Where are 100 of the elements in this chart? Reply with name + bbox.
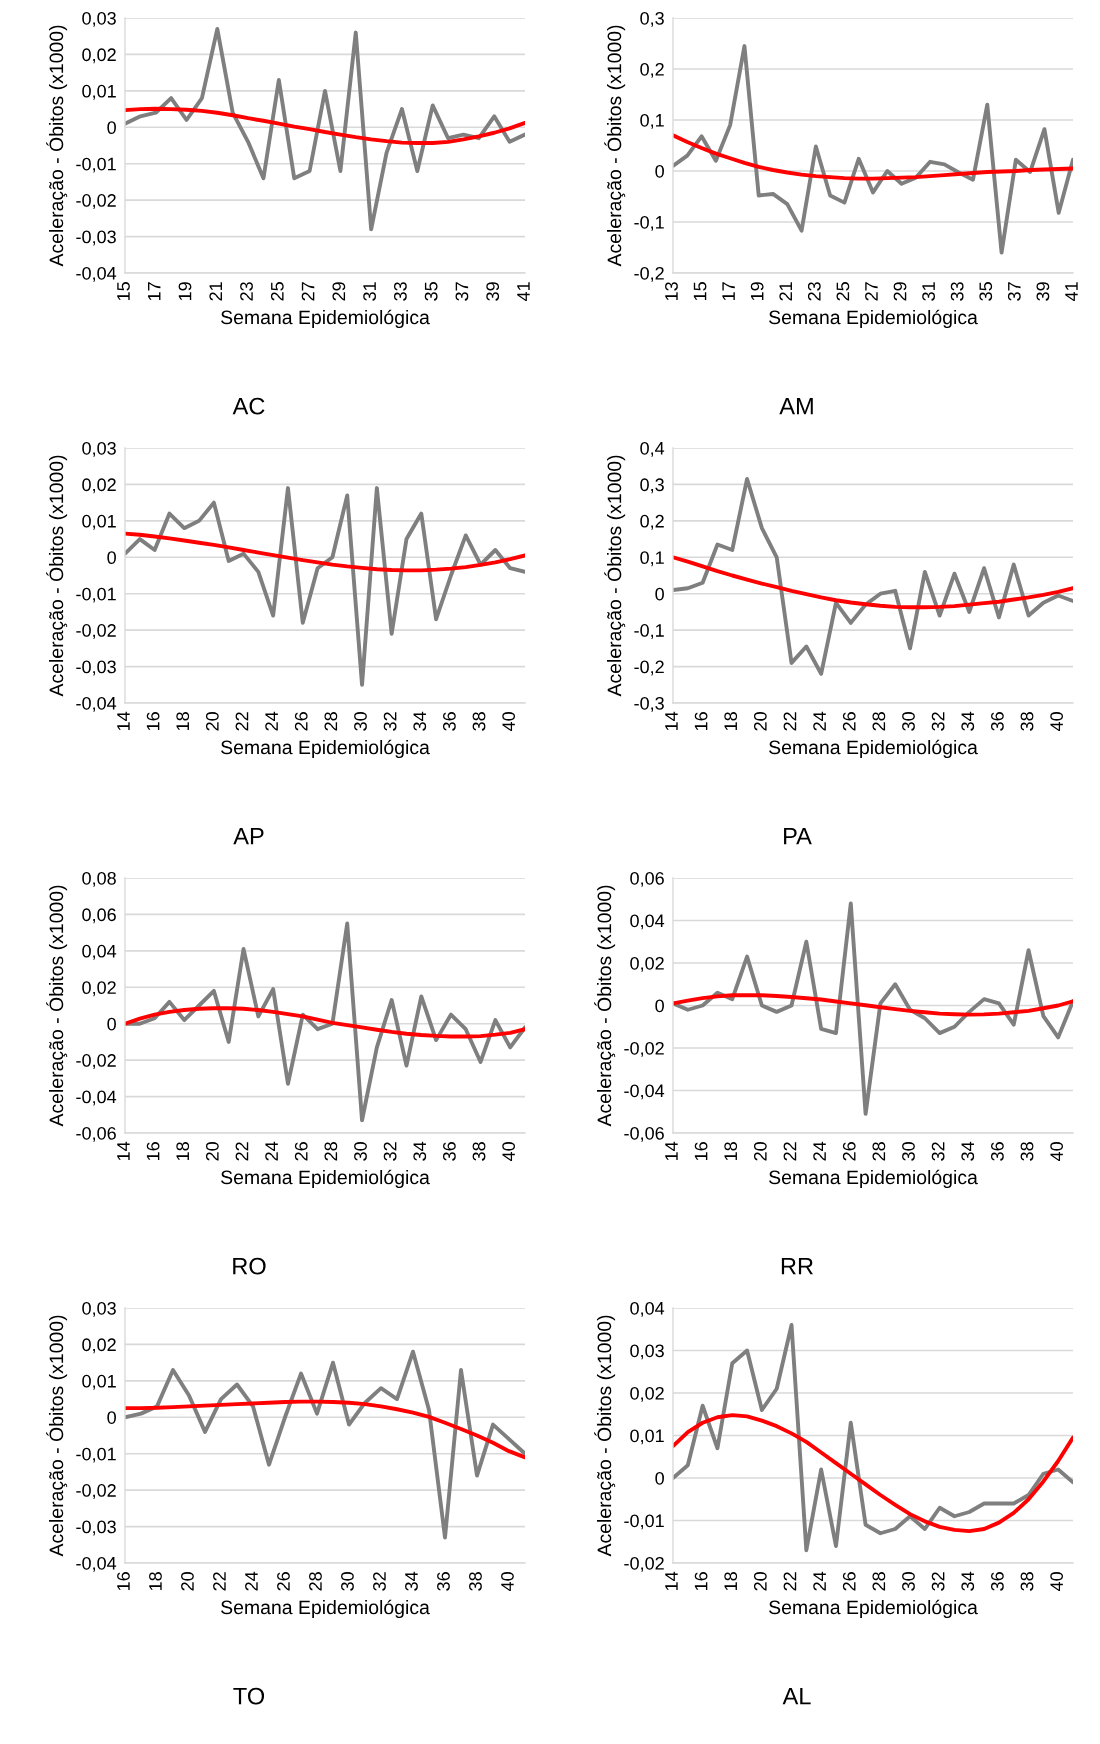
x-tick-label: 30 bbox=[902, 1142, 915, 1161]
x-tick-label: 24 bbox=[813, 1571, 826, 1591]
x-tick-label: 16 bbox=[117, 1572, 130, 1591]
x-tick-label: 24 bbox=[813, 711, 826, 731]
x-tick-label: 41 bbox=[1065, 282, 1078, 301]
y-tick-label: -0,02 bbox=[76, 624, 116, 639]
y-tick-label: 0,01 bbox=[82, 514, 116, 530]
x-tick-label: 28 bbox=[872, 1572, 886, 1591]
y-axis-title: Aceleração - Óbitos (x1000) bbox=[46, 25, 68, 267]
y-tick-label: -0,01 bbox=[76, 1447, 116, 1463]
x-tick-label: 28 bbox=[872, 1142, 886, 1161]
x-tick-label: 14 bbox=[665, 1571, 678, 1591]
x-axis-title: Semana Epidemiológica bbox=[221, 739, 430, 759]
x-tick-label: 22 bbox=[213, 1572, 226, 1591]
line-series bbox=[125, 26, 525, 232]
x-tick-label: 30 bbox=[354, 1142, 367, 1161]
x-tick-label: 16 bbox=[146, 1142, 160, 1161]
y-tick-label: -0,02 bbox=[76, 1054, 116, 1069]
x-tick-label: 26 bbox=[294, 1142, 308, 1161]
x-tick-label: 32 bbox=[383, 1142, 397, 1161]
line-series bbox=[673, 133, 1073, 181]
x-tick-label: 34 bbox=[961, 1141, 975, 1161]
y-tick-label: 0,1 bbox=[640, 113, 664, 129]
x-tick-label: 17 bbox=[148, 282, 161, 301]
x-tick-label: 34 bbox=[961, 711, 975, 731]
x-tick-label: 36 bbox=[990, 712, 1004, 731]
y-tick-label: 0,04 bbox=[630, 1301, 665, 1317]
y-tick-label: 0,06 bbox=[82, 908, 116, 924]
x-tick-label: 30 bbox=[902, 1572, 915, 1591]
x-tick-label: 31 bbox=[922, 282, 935, 301]
line-series bbox=[125, 531, 525, 573]
x-tick-label: 39 bbox=[1036, 282, 1050, 301]
x-tick-label: 22 bbox=[235, 1142, 249, 1161]
x-axis-title: Semana Epidemiológica bbox=[769, 1169, 978, 1189]
y-tick-label: 0,06 bbox=[630, 871, 664, 887]
y-tick-label: 0,02 bbox=[82, 478, 116, 494]
y-tick-label: 0,02 bbox=[82, 48, 116, 64]
x-tick-label: 19 bbox=[178, 282, 192, 301]
x-tick-label: 24 bbox=[265, 711, 278, 731]
y-tick-label: -0,2 bbox=[634, 266, 664, 282]
y-tick-label: 0,04 bbox=[630, 914, 665, 930]
x-tick-label: 34 bbox=[413, 1141, 427, 1161]
x-tick-label: 15 bbox=[117, 282, 130, 301]
x-tick-label: 40 bbox=[1050, 712, 1064, 731]
line-series bbox=[125, 106, 525, 145]
text: RO bbox=[233, 1257, 266, 1275]
y-axis-title: Aceleração - Óbitos (x1000) bbox=[46, 455, 68, 697]
y-tick-label: -0,04 bbox=[76, 1090, 117, 1106]
x-tick-label: 32 bbox=[383, 712, 397, 731]
x-tick-label: 29 bbox=[893, 282, 907, 301]
x-tick-label: 14 bbox=[117, 1141, 130, 1161]
y-tick-label: 0,02 bbox=[630, 1386, 664, 1402]
x-tick-label: 26 bbox=[842, 1142, 856, 1161]
y-tick-label: 0 bbox=[107, 1017, 116, 1031]
x-tick-label: 37 bbox=[1007, 282, 1021, 301]
x-axis-title: Semana Epidemiológica bbox=[769, 309, 978, 329]
x-tick-label: 16 bbox=[694, 1572, 708, 1591]
x-tick-label: 25 bbox=[270, 282, 284, 301]
y-tick-label: 0 bbox=[655, 587, 664, 601]
x-tick-label: 20 bbox=[205, 712, 219, 731]
x-tick-label: 18 bbox=[176, 712, 190, 731]
text: RR bbox=[781, 1258, 813, 1275]
x-tick-label: 20 bbox=[205, 1142, 219, 1161]
y-tick-label: 0 bbox=[655, 1471, 664, 1485]
x-tick-label: 36 bbox=[437, 1572, 450, 1591]
x-tick-label: 30 bbox=[902, 712, 915, 731]
x-tick-label: 26 bbox=[842, 712, 856, 731]
y-tick-label: 0,3 bbox=[640, 11, 664, 27]
x-axis-title: Semana Epidemiológica bbox=[769, 1599, 978, 1619]
y-tick-label: 0,2 bbox=[640, 62, 664, 78]
x-tick-label: 13 bbox=[665, 282, 678, 301]
x-tick-label: 23 bbox=[240, 282, 253, 301]
x-tick-label: 16 bbox=[694, 1142, 708, 1161]
x-tick-label: 20 bbox=[181, 1572, 194, 1591]
x-tick-label: 28 bbox=[324, 1142, 338, 1161]
x-tick-label: 15 bbox=[693, 282, 707, 301]
x-tick-label: 36 bbox=[990, 1142, 1004, 1161]
x-tick-label: 28 bbox=[324, 712, 338, 731]
y-tick-label: -0,01 bbox=[76, 587, 116, 603]
y-tick-label: 0,03 bbox=[82, 1301, 116, 1317]
x-tick-label: 36 bbox=[990, 1572, 1004, 1591]
x-tick-label: 40 bbox=[1050, 1572, 1064, 1591]
x-tick-label: 36 bbox=[442, 1142, 456, 1161]
x-tick-label: 38 bbox=[472, 1142, 486, 1161]
x-tick-label: 34 bbox=[961, 1571, 975, 1591]
y-tick-label: 0 bbox=[107, 551, 116, 565]
y-axis-title: Aceleração - Óbitos (x1000) bbox=[594, 885, 616, 1127]
x-tick-label: 18 bbox=[724, 1572, 738, 1591]
text: PA bbox=[784, 828, 812, 845]
line-series bbox=[125, 921, 525, 1123]
y-tick-label: -0,03 bbox=[76, 1520, 116, 1536]
y-tick-label: 0,02 bbox=[82, 1338, 116, 1354]
y-tick-label: 0 bbox=[655, 164, 664, 178]
line-series bbox=[125, 1399, 525, 1460]
y-tick-label: -0,06 bbox=[624, 1126, 664, 1142]
y-tick-label: -0,04 bbox=[76, 266, 117, 282]
line-series bbox=[125, 486, 525, 687]
x-tick-label: 32 bbox=[373, 1572, 386, 1591]
y-tick-label: 0,2 bbox=[640, 514, 664, 530]
x-tick-label: 40 bbox=[501, 1572, 514, 1591]
